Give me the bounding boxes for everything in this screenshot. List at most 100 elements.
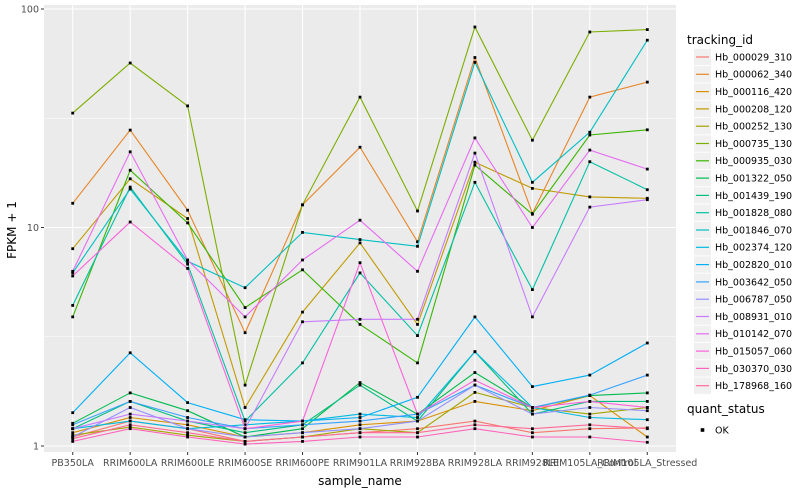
series-marker-Hb_000935_030 — [358, 323, 362, 326]
series-marker-Hb_008931_010 — [531, 315, 534, 319]
series-marker-Hb_178968_160 — [358, 431, 362, 435]
legend-label: Hb_000935_030 — [715, 156, 792, 167]
series-marker-Hb_001439_190 — [243, 431, 247, 435]
series-marker-Hb_001322_050 — [71, 421, 75, 425]
series-marker-Hb_006787_050 — [243, 435, 247, 439]
x-tick-label: RRIM928LE — [506, 458, 560, 469]
x-tick-label: RRIM928BA — [390, 458, 446, 469]
series-marker-Hb_002374_120 — [588, 416, 592, 419]
series-marker-Hb_001846_070 — [473, 60, 477, 64]
series-marker-Hb_000062_340 — [473, 56, 477, 59]
series-marker-Hb_000735_130 — [473, 25, 477, 29]
series-marker-Hb_030370_030 — [588, 435, 592, 439]
series-marker-Hb_000208_120 — [186, 217, 189, 220]
series-marker-Hb_178968_160 — [416, 431, 419, 435]
series-marker-Hb_008931_010 — [128, 412, 132, 416]
series-marker-Hb_001846_070 — [71, 271, 75, 275]
series-marker-Hb_000208_120 — [416, 323, 419, 326]
series-marker-Hb_001846_070 — [358, 238, 362, 241]
series-marker-Hb_010142_070 — [645, 167, 649, 171]
series-marker-Hb_000116_420 — [473, 400, 477, 403]
series-marker-Hb_178968_160 — [71, 437, 75, 441]
series-marker-Hb_002820_010 — [243, 418, 247, 422]
series-marker-Hb_030370_030 — [358, 435, 362, 439]
series-marker-Hb_178968_160 — [473, 423, 477, 427]
legend-label: Hb_002374_120 — [715, 243, 792, 254]
series-marker-Hb_015057_060 — [416, 412, 419, 416]
series-marker-Hb_178968_160 — [588, 423, 592, 427]
legend-label: Hb_001439_190 — [715, 191, 792, 202]
series-marker-Hb_000935_030 — [301, 268, 304, 272]
x-tick-label: RRIM901LA — [333, 458, 388, 469]
series-marker-Hb_003642_050 — [71, 423, 75, 427]
series-marker-Hb_001828_080 — [301, 361, 304, 365]
legend-label: Hb_003642_050 — [715, 277, 792, 288]
series-marker-Hb_015057_060 — [473, 378, 477, 382]
legend-label: Hb_010142_070 — [715, 329, 792, 340]
series-marker-Hb_000252_130 — [588, 412, 592, 416]
series-marker-Hb_001322_050 — [358, 381, 362, 384]
series-marker-Hb_000252_130 — [128, 425, 132, 429]
series-marker-Hb_001828_080 — [588, 160, 592, 164]
series-marker-Hb_000935_030 — [416, 361, 419, 365]
series-marker-Hb_000208_120 — [243, 406, 247, 409]
series-marker-Hb_010142_070 — [416, 269, 419, 273]
series-marker-Hb_000935_030 — [71, 315, 75, 319]
series-marker-Hb_008931_010 — [186, 419, 189, 423]
axis-ticks: 1 10 100 PB350LA RRIM600LA RRIM600LE RRIM600SE… — [21, 4, 697, 469]
series-marker-Hb_001846_070 — [301, 231, 304, 234]
x-axis-title: sample_name — [318, 474, 402, 488]
series-marker-Hb_015057_060 — [128, 220, 132, 224]
series-marker-Hb_008931_010 — [588, 205, 592, 209]
series-marker-Hb_030370_030 — [301, 440, 304, 443]
series-marker-Hb_000252_130 — [71, 433, 75, 437]
legend-label: Hb_000062_340 — [715, 70, 792, 81]
series-marker-Hb_030370_030 — [531, 435, 534, 439]
series-marker-Hb_000116_420 — [645, 435, 649, 439]
series-marker-Hb_002374_120 — [645, 418, 649, 422]
series-marker-Hb_000116_420 — [186, 423, 189, 427]
legend-label: Hb_000029_310 — [715, 52, 792, 63]
series-marker-Hb_001322_050 — [645, 391, 649, 395]
legend-label: Hb_000252_130 — [715, 122, 792, 133]
series-marker-Hb_000935_030 — [243, 306, 247, 309]
quant-ok-marker — [700, 428, 705, 432]
series-marker-Hb_002374_120 — [358, 412, 362, 416]
legend-label: Hb_015057_060 — [715, 347, 792, 358]
series-marker-Hb_002820_010 — [645, 341, 649, 345]
series-marker-Hb_030370_030 — [243, 442, 247, 446]
series-marker-Hb_006787_050 — [473, 383, 477, 387]
series-marker-Hb_003642_050 — [588, 393, 592, 397]
series-marker-Hb_008931_010 — [416, 317, 419, 321]
legend-label: Hb_006787_050 — [715, 295, 792, 306]
series-marker-Hb_000062_340 — [416, 240, 419, 244]
series-marker-Hb_010142_070 — [358, 218, 362, 222]
legend-label: Hb_000735_130 — [715, 139, 792, 150]
series-marker-Hb_008931_010 — [358, 317, 362, 321]
series-marker-Hb_178968_160 — [531, 427, 534, 431]
series-layer — [71, 25, 649, 446]
series-marker-Hb_006787_050 — [186, 427, 189, 431]
series-marker-Hb_006787_050 — [71, 435, 75, 439]
series-marker-Hb_002820_010 — [71, 411, 75, 415]
series-marker-Hb_000029_310 — [416, 427, 419, 431]
series-marker-Hb_001322_050 — [301, 427, 304, 431]
legend-label: Hb_178968_160 — [715, 381, 792, 392]
legend-label: Hb_001828_080 — [715, 208, 792, 219]
gridlines — [44, 5, 676, 452]
series-marker-Hb_030370_030 — [186, 435, 189, 439]
x-tick-label: RRIM105LA_Control — [543, 458, 636, 469]
series-marker-Hb_010142_070 — [473, 136, 477, 140]
x-tick-label: RRIM600PE — [276, 458, 330, 469]
series-marker-Hb_006787_050 — [358, 427, 362, 431]
series-marker-Hb_178968_160 — [243, 440, 247, 443]
x-tick-label: RRIM928LA — [448, 458, 503, 469]
series-marker-Hb_178968_160 — [128, 423, 132, 427]
y-tick-label: 10 — [27, 223, 39, 234]
series-marker-Hb_178968_160 — [645, 427, 649, 431]
series-marker-Hb_000208_120 — [301, 310, 304, 314]
legend-label: Hb_000208_120 — [715, 104, 792, 115]
series-marker-Hb_000735_130 — [358, 95, 362, 99]
